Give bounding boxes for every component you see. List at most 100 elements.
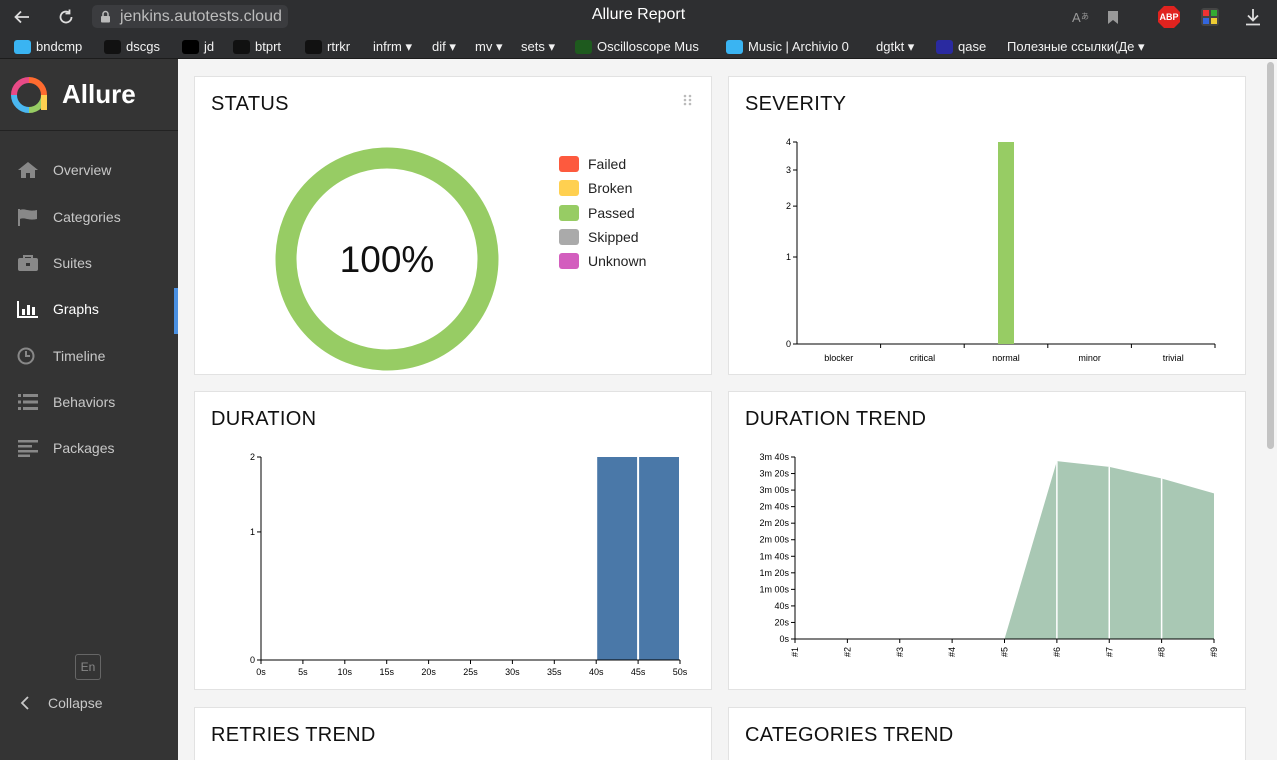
back-button[interactable] bbox=[11, 6, 33, 28]
legend-label: Skipped bbox=[588, 228, 639, 245]
legend-label: Failed bbox=[588, 156, 627, 172]
duration-bar[interactable] bbox=[597, 457, 638, 660]
reload-icon bbox=[59, 9, 73, 24]
sidebar-item-label: Graphs bbox=[53, 301, 99, 317]
bookmark-label: Music | Archivio 0 bbox=[748, 39, 849, 54]
sidebar-item-packages[interactable]: Packages bbox=[0, 427, 178, 469]
widget-title: STATUS bbox=[211, 93, 289, 115]
language-button[interactable]: En bbox=[75, 654, 101, 680]
sidebar-item-label: Categories bbox=[53, 209, 121, 225]
sidebar-item-suites[interactable]: Suites bbox=[0, 242, 178, 284]
sidebar-item-categories[interactable]: Categories bbox=[0, 196, 178, 238]
x-tick-label: 35s bbox=[547, 667, 562, 677]
sidebar-item-label: Timeline bbox=[53, 348, 106, 364]
x-tick-label: 15s bbox=[379, 667, 394, 677]
arrow-left-icon bbox=[14, 10, 29, 24]
lock-icon bbox=[101, 10, 110, 23]
brand-title: Allure bbox=[62, 79, 136, 109]
duration-bar[interactable] bbox=[639, 457, 679, 660]
widget-title: SEVERITY bbox=[745, 93, 847, 115]
adblock-button[interactable]: ABP bbox=[1157, 5, 1181, 29]
tab-title: Allure Report bbox=[591, 6, 686, 23]
duration-trend-area[interactable] bbox=[795, 461, 1214, 639]
x-tick-label: 25s bbox=[463, 667, 478, 677]
bookmark-item[interactable]: rtrkr bbox=[305, 39, 350, 54]
bookmark-item[interactable]: dgtkt ▾ bbox=[876, 39, 914, 55]
x-tick-label: #9 bbox=[1209, 647, 1219, 657]
bookmark-label: Oscilloscope Mus bbox=[597, 39, 699, 54]
sidebar-item-label: Suites bbox=[53, 255, 92, 271]
sidebar-item-timeline[interactable]: Timeline bbox=[0, 335, 178, 377]
bookmark-label: dif ▾ bbox=[432, 39, 456, 54]
extension-button[interactable] bbox=[1199, 6, 1221, 28]
address-bar[interactable]: jenkins.autotests.cloud bbox=[92, 5, 288, 28]
bookmark-favicon-icon bbox=[726, 39, 743, 54]
status-donut-chart: 100% bbox=[275, 147, 499, 371]
bookmark-item[interactable]: qase bbox=[936, 39, 986, 54]
passed-slice[interactable] bbox=[275, 147, 499, 371]
categories-trend-widget: CATEGORIES TREND bbox=[728, 707, 1246, 760]
bookmark-item[interactable]: bndcmp bbox=[14, 39, 82, 54]
collapse-label: Collapse bbox=[48, 695, 103, 711]
bookmark-label: sets ▾ bbox=[521, 39, 555, 54]
x-tick-label: 0s bbox=[256, 667, 266, 677]
download-button[interactable] bbox=[1242, 6, 1264, 28]
y-tick-label: 2m 40s bbox=[759, 502, 789, 512]
bookmark-item[interactable]: Music | Archivio 0 bbox=[726, 39, 849, 54]
sidebar-item-label: Overview bbox=[53, 162, 112, 178]
x-tick-label: 50s bbox=[673, 667, 688, 677]
legend-item[interactable]: Skipped bbox=[559, 228, 639, 245]
x-tick-label: 45s bbox=[631, 667, 646, 677]
y-tick-label: 1m 20s bbox=[759, 568, 789, 578]
chevron-left-icon bbox=[20, 696, 29, 710]
legend-item[interactable]: Unknown bbox=[559, 253, 646, 270]
adblock-label: ABP bbox=[1159, 12, 1179, 22]
bookmark-item[interactable]: Oscilloscope Mus bbox=[575, 39, 699, 54]
bookmark-label: btprt bbox=[255, 39, 282, 54]
drag-handle-icon[interactable] bbox=[683, 94, 693, 106]
bookmark-item[interactable]: btprt bbox=[233, 39, 281, 54]
widget-title: CATEGORIES TREND bbox=[745, 724, 954, 746]
home-icon bbox=[18, 162, 38, 178]
scrollbar-thumb[interactable] bbox=[1267, 62, 1274, 449]
sidebar-item-overview[interactable]: Overview bbox=[0, 149, 178, 191]
legend-label: Broken bbox=[588, 180, 633, 197]
bookmark-label: dscgs bbox=[126, 39, 160, 54]
brand[interactable]: Allure bbox=[0, 59, 178, 131]
legend-swatch bbox=[559, 180, 579, 197]
svg-text:あ: あ bbox=[1081, 12, 1089, 21]
bookmark-item[interactable]: infrm ▾ bbox=[373, 39, 412, 55]
align-left-icon bbox=[18, 440, 38, 457]
sidebar-item-label: Packages bbox=[53, 440, 115, 456]
bookmark-item[interactable]: jd bbox=[182, 39, 214, 54]
y-tick-label: 4 bbox=[786, 137, 791, 147]
sidebar-item-graphs[interactable]: Graphs bbox=[0, 288, 178, 334]
bookmark-item[interactable]: mv ▾ bbox=[475, 39, 502, 55]
sidebar-item-behaviors[interactable]: Behaviors bbox=[0, 381, 178, 423]
widget-title: DURATION bbox=[211, 408, 317, 430]
severity-bar[interactable] bbox=[998, 142, 1014, 344]
bookmark-label: Полезные ссылки(Де ▾ bbox=[1007, 39, 1145, 54]
collapse-button[interactable]: Collapse bbox=[20, 695, 102, 711]
extension-icon bbox=[1201, 8, 1219, 26]
bookmark-item[interactable]: Полезные ссылки(Де ▾ bbox=[1007, 39, 1145, 55]
status-widget: STATUS 100% Failed Broken Passed Skipped Unk… bbox=[194, 76, 712, 375]
legend-item[interactable]: Passed bbox=[559, 204, 635, 221]
briefcase-icon bbox=[18, 255, 38, 271]
flag-icon bbox=[18, 209, 37, 226]
y-tick-label: 1m 40s bbox=[759, 551, 789, 561]
y-tick-label: 3m 40s bbox=[759, 452, 789, 462]
y-tick-label: 40s bbox=[774, 601, 789, 611]
bookmark-button[interactable] bbox=[1102, 6, 1124, 28]
x-tick-label: #7 bbox=[1104, 647, 1114, 657]
bookmark-label: infrm ▾ bbox=[373, 39, 413, 54]
page-scrollbar[interactable] bbox=[1265, 59, 1277, 760]
bookmark-item[interactable]: dif ▾ bbox=[432, 39, 456, 55]
bookmark-item[interactable]: dscgs bbox=[104, 39, 160, 54]
legend-item[interactable]: Broken bbox=[559, 180, 633, 197]
bookmark-item[interactable]: sets ▾ bbox=[521, 39, 555, 55]
legend-item[interactable]: Failed bbox=[559, 156, 626, 172]
reload-button[interactable] bbox=[55, 6, 77, 28]
bookmark-label: bndcmp bbox=[36, 39, 83, 54]
